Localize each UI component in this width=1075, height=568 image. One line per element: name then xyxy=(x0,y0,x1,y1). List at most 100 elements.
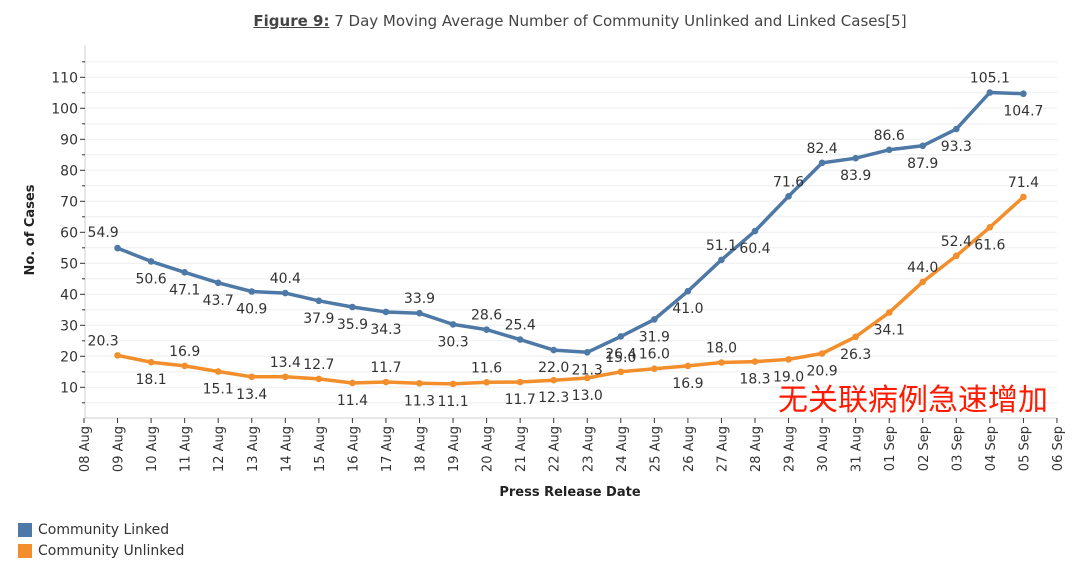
series-points xyxy=(114,89,1027,388)
data-point xyxy=(382,308,390,316)
data-point xyxy=(919,278,927,286)
x-tick-label: 15 Aug xyxy=(313,426,328,472)
x-tick-label: 04 Sep xyxy=(984,426,999,471)
legend-item-community-linked[interactable]: Community Linked xyxy=(18,519,184,540)
data-label: 13.4 xyxy=(270,355,301,371)
data-label: 82.4 xyxy=(807,141,838,157)
data-label: 16.0 xyxy=(639,347,670,363)
data-point xyxy=(147,258,155,265)
data-label: 71.6 xyxy=(773,174,804,190)
data-point xyxy=(282,373,289,381)
data-point xyxy=(651,365,658,373)
data-label: 86.6 xyxy=(874,128,905,144)
data-point xyxy=(885,146,893,154)
data-point xyxy=(785,356,792,363)
x-tick-label: 25 Aug xyxy=(648,426,663,472)
data-label: 11.7 xyxy=(370,360,401,376)
data-point xyxy=(583,348,591,356)
x-tick-label: 01 Sep xyxy=(883,426,898,471)
data-point xyxy=(114,244,121,252)
data-point xyxy=(885,309,893,316)
data-point xyxy=(1020,90,1027,98)
data-label: 11.7 xyxy=(505,392,536,408)
x-tick-label: 02 Sep xyxy=(917,426,932,471)
data-point xyxy=(282,289,289,297)
legend-label-community-unlinked: Community Unlinked xyxy=(38,542,185,559)
x-tick-label: 23 Aug xyxy=(581,426,596,472)
data-point xyxy=(416,309,423,317)
data-label: 16.9 xyxy=(169,344,200,360)
data-point xyxy=(550,346,557,354)
data-label: 47.1 xyxy=(169,282,200,298)
data-label: 52.4 xyxy=(941,234,972,250)
data-point xyxy=(516,336,524,343)
data-label: 104.7 xyxy=(1003,104,1043,120)
x-tick-label: 30 Aug xyxy=(816,426,831,472)
data-point xyxy=(248,288,256,295)
data-point xyxy=(986,224,994,231)
data-point xyxy=(181,362,188,370)
data-label: 33.9 xyxy=(404,291,435,307)
data-label: 15.0 xyxy=(605,350,636,366)
data-point xyxy=(483,326,490,333)
data-label: 18.3 xyxy=(739,372,770,388)
data-point xyxy=(617,368,625,376)
data-point xyxy=(449,321,457,328)
data-label: 30.3 xyxy=(437,334,468,350)
data-label: 18.1 xyxy=(136,372,167,388)
x-tick-label: 29 Aug xyxy=(783,426,798,472)
x-tick-label: 13 Aug xyxy=(246,426,261,472)
data-label: 11.1 xyxy=(437,394,468,410)
data-label: 15.1 xyxy=(203,381,234,397)
data-point xyxy=(214,279,222,287)
data-point xyxy=(181,268,188,276)
data-label: 26.3 xyxy=(840,347,871,363)
data-point xyxy=(449,380,457,388)
data-label: 37.9 xyxy=(303,311,334,327)
data-point xyxy=(349,379,356,387)
legend-label-community-linked: Community Linked xyxy=(38,521,170,538)
data-label: 19.0 xyxy=(773,369,804,385)
x-tick-label: 18 Aug xyxy=(414,426,429,472)
y-tick-label: 50 xyxy=(60,256,78,272)
x-tick-label: 05 Sep xyxy=(1017,426,1032,471)
figure-number: Figure 9: xyxy=(253,12,330,30)
y-axis-title: No. of Cases xyxy=(23,184,38,275)
data-label: 20.3 xyxy=(88,333,119,349)
y-tick-label: 70 xyxy=(60,194,78,210)
data-label: 61.6 xyxy=(974,237,1005,253)
legend-item-community-unlinked[interactable]: Community Unlinked xyxy=(18,540,184,561)
x-tick-label: 03 Sep xyxy=(950,426,965,471)
data-label: 41.0 xyxy=(672,301,703,317)
data-point xyxy=(953,125,960,133)
x-tick-label: 14 Aug xyxy=(279,426,294,472)
x-tick-label: 12 Aug xyxy=(212,426,227,472)
x-tick-label: 20 Aug xyxy=(481,426,496,472)
figure-caption: 7 Day Moving Average Number of Community… xyxy=(329,12,907,30)
legend[interactable]: Community Linked Community Unlinked xyxy=(18,519,184,561)
x-tick-label: 06 Sep xyxy=(1051,426,1066,471)
y-tick-label: 90 xyxy=(60,132,78,148)
data-point xyxy=(382,378,390,386)
data-label: 93.3 xyxy=(941,139,972,155)
x-tick-label: 24 Aug xyxy=(615,426,630,472)
data-point xyxy=(919,142,927,150)
data-label: 71.4 xyxy=(1008,175,1039,191)
gridlines xyxy=(85,61,1057,404)
x-axis-title: Press Release Date xyxy=(499,485,640,500)
data-point xyxy=(516,378,524,386)
data-label: 25.4 xyxy=(505,318,536,334)
data-point xyxy=(617,333,625,340)
x-tick-label: 21 Aug xyxy=(514,426,529,472)
data-label: 31.9 xyxy=(639,329,670,345)
x-tick-label: 27 Aug xyxy=(715,426,730,472)
x-tick-label: 11 Aug xyxy=(179,426,194,472)
data-point xyxy=(349,303,356,311)
data-label: 51.1 xyxy=(706,238,737,254)
data-point xyxy=(416,379,423,387)
x-tick-label: 26 Aug xyxy=(682,426,697,472)
data-point xyxy=(114,352,121,359)
data-label: 13.4 xyxy=(236,387,267,403)
data-point xyxy=(684,287,692,295)
data-label: 105.1 xyxy=(970,70,1010,86)
